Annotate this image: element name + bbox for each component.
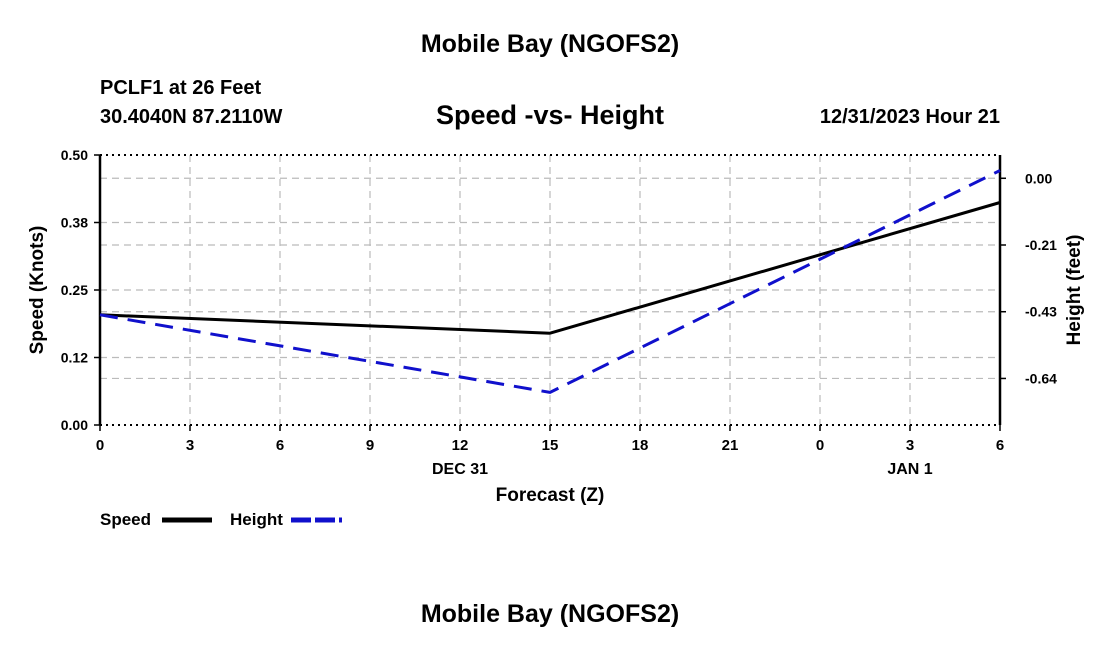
x-tick-label: 6: [276, 437, 284, 454]
speed-tick-label: 0.12: [61, 350, 88, 366]
x-tick-label: 9: [366, 437, 374, 454]
chart-title: Mobile Bay (NGOFS2): [420, 30, 680, 58]
station-label: PCLF1 at 26 Feet: [100, 77, 262, 99]
speed-tick-label: 0.38: [61, 215, 88, 231]
series-line-height: [99, 169, 1001, 394]
legend-label-height: Height: [230, 510, 283, 529]
speed-tick-label: 0.00: [61, 417, 88, 433]
x-tick-label: 18: [632, 437, 649, 454]
forecast-timestamp: 12/31/2023 Hour 21: [819, 106, 1000, 128]
speed-tick-label: 0.25: [61, 282, 88, 298]
x-tick-label: 15: [542, 437, 559, 454]
x-tick-label: 0: [96, 437, 104, 454]
x-tick-label: 0: [816, 437, 824, 454]
speed-axis-label: Speed (Knots): [27, 226, 48, 355]
x-tick-label: 21: [722, 437, 739, 454]
height-axis-label: Height (feet): [1064, 235, 1085, 346]
legend-label-speed: Speed: [100, 510, 151, 529]
x-tick-label: 3: [186, 437, 194, 454]
height-tick-label: -0.43: [1025, 304, 1057, 320]
chart-subtitle: Speed -vs- Height: [435, 100, 665, 130]
height-tick-label: -0.21: [1025, 237, 1057, 253]
x-tick-label: 6: [996, 437, 1004, 454]
x-axis-label: Forecast (Z): [496, 485, 605, 506]
height-tick-label: -0.64: [1025, 370, 1057, 386]
bottom-chart-title: Mobile Bay (NGOFS2): [420, 600, 680, 628]
x-tick-label: 12: [452, 437, 469, 454]
x-tick-label: 3: [906, 437, 914, 454]
station-coordinates: 30.4040N 87.2110W: [100, 106, 283, 128]
date-label: JAN 1: [887, 461, 932, 478]
height-tick-label: 0.00: [1025, 170, 1052, 186]
date-label: DEC 31: [432, 461, 488, 478]
speed-tick-label: 0.50: [61, 147, 88, 163]
